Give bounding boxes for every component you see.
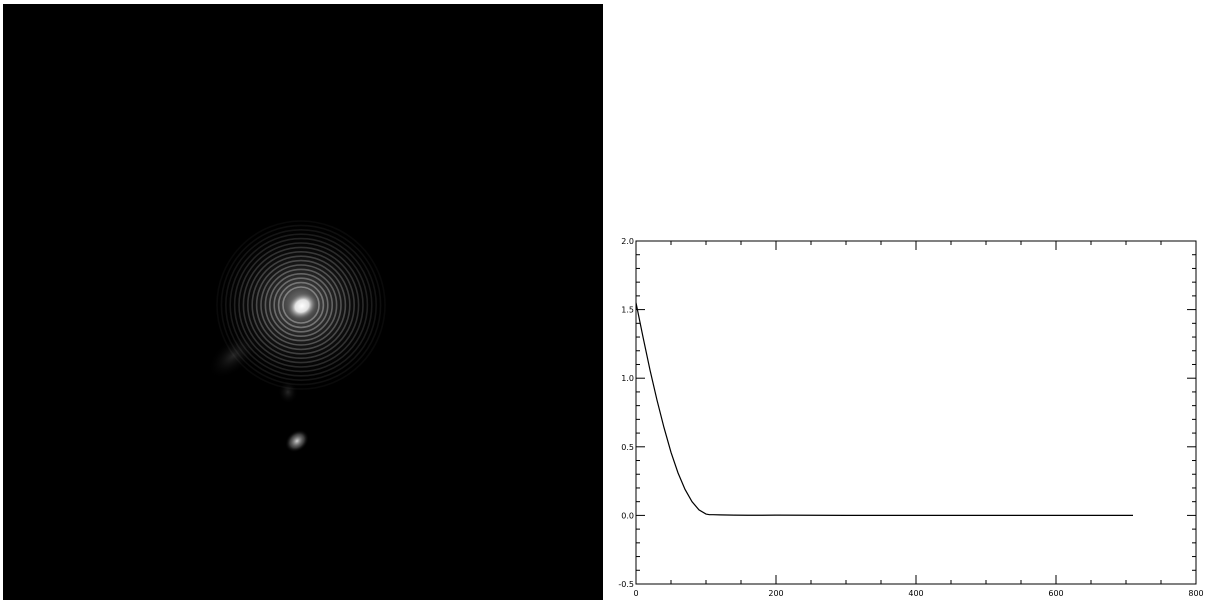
diffraction-ring — [260, 264, 342, 346]
x-tick-label: 0 — [633, 589, 638, 598]
diffraction-ring — [282, 286, 320, 324]
diffraction-ring — [268, 272, 333, 337]
diffraction-ring — [225, 229, 377, 381]
x-tick-label: 600 — [1048, 589, 1063, 598]
diffraction-ring — [238, 242, 364, 368]
y-tick-label: 2.0 — [621, 237, 634, 246]
speckle-image-panel — [3, 4, 603, 600]
line-plot: 0 200 400 600 800 -0.5 0.0 0.5 1.0 1.5 2.0 — [618, 237, 1203, 598]
x-axis-ticks — [635, 241, 1197, 584]
diffraction-ring — [220, 224, 382, 386]
diffraction-ring — [229, 233, 373, 377]
plot-frame — [635, 240, 1197, 585]
speckle-image — [3, 4, 603, 600]
secondary-blob — [285, 429, 309, 453]
x-tick-label: 800 — [1188, 589, 1203, 598]
y-axis-labels: -0.5 0.0 0.5 1.0 1.5 2.0 — [618, 237, 634, 589]
x-tick-label: 400 — [908, 589, 923, 598]
y-tick-label: 0.5 — [621, 443, 634, 452]
x-tick-label: 200 — [768, 589, 783, 598]
y-tick-label: 0.0 — [621, 511, 634, 520]
y-tick-label: 1.0 — [621, 374, 634, 383]
diffraction-ring — [216, 220, 386, 390]
series-line — [635, 302, 1133, 516]
y-tick-label: 1.5 — [621, 306, 634, 315]
star-core — [286, 292, 318, 320]
diffraction-ring — [264, 268, 338, 342]
diffraction-ring — [273, 277, 329, 333]
diffraction-ring — [251, 255, 351, 355]
y-axis-ticks — [636, 240, 1196, 585]
line-plot-panel: 0 200 400 600 800 -0.5 0.0 0.5 1.0 1.5 2.0 — [600, 200, 1206, 602]
diffraction-ring — [247, 251, 356, 360]
diffraction-rings — [216, 220, 386, 390]
x-axis-labels: 0 200 400 600 800 — [633, 589, 1203, 598]
diffraction-ring — [233, 237, 369, 373]
diffraction-ring — [255, 259, 347, 351]
diffraction-ring — [242, 246, 360, 364]
diffraction-ring — [277, 281, 325, 329]
y-tick-label: -0.5 — [618, 580, 634, 589]
